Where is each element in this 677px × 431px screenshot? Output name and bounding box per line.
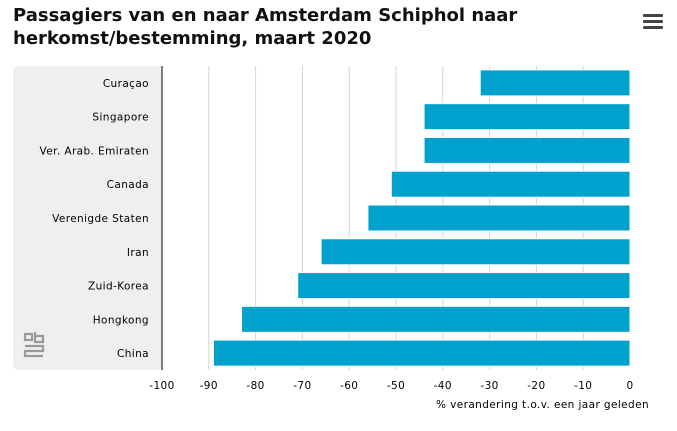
x-tick-label: -40 (434, 380, 452, 392)
bar[interactable] (390, 170, 631, 198)
bar[interactable] (423, 136, 631, 164)
category-label: China (117, 348, 149, 360)
bar[interactable] (320, 238, 631, 266)
bar[interactable] (479, 69, 631, 97)
category-label: Singapore (92, 112, 149, 124)
x-tick-label: -100 (149, 380, 174, 392)
x-tick-label: -10 (574, 380, 592, 392)
category-label: Curaçao (103, 78, 149, 90)
x-tick-label: -30 (480, 380, 498, 392)
x-tick-label: -70 (293, 380, 311, 392)
x-tick-label: -60 (340, 380, 358, 392)
category-label-panel (13, 66, 162, 370)
bar[interactable] (367, 204, 631, 232)
x-tick-label: -50 (387, 380, 405, 392)
category-label: Zuid-Korea (88, 281, 149, 293)
x-tick-labels: -100 -90 -80 -70 -60 -50 -40 -30 -20 -10 0 (149, 380, 633, 392)
category-label: Iran (127, 247, 149, 259)
bar[interactable] (423, 103, 631, 131)
x-tick-label: -80 (246, 380, 264, 392)
x-tick-label: -90 (200, 380, 218, 392)
cbs-logo-icon (23, 332, 45, 358)
x-tick-label: 0 (626, 380, 633, 392)
category-label: Verenigde Staten (52, 213, 149, 225)
bar[interactable] (297, 272, 631, 300)
bar[interactable] (212, 339, 631, 367)
bars (212, 69, 631, 367)
chart-title: Passagiers van en naar Amsterdam Schipho… (13, 5, 518, 49)
category-label: Hongkong (93, 314, 149, 326)
category-label: Canada (107, 179, 149, 191)
bar[interactable] (241, 305, 631, 333)
x-axis-title: % verandering t.o.v. een jaar geleden (436, 399, 649, 411)
x-tick-label: -20 (527, 380, 545, 392)
category-labels: Curaçao Singapore Ver. Arab. Emiraten Canad… (40, 78, 150, 360)
category-label: Ver. Arab. Emiraten (40, 145, 150, 157)
hamburger-menu-icon[interactable] (642, 12, 664, 34)
